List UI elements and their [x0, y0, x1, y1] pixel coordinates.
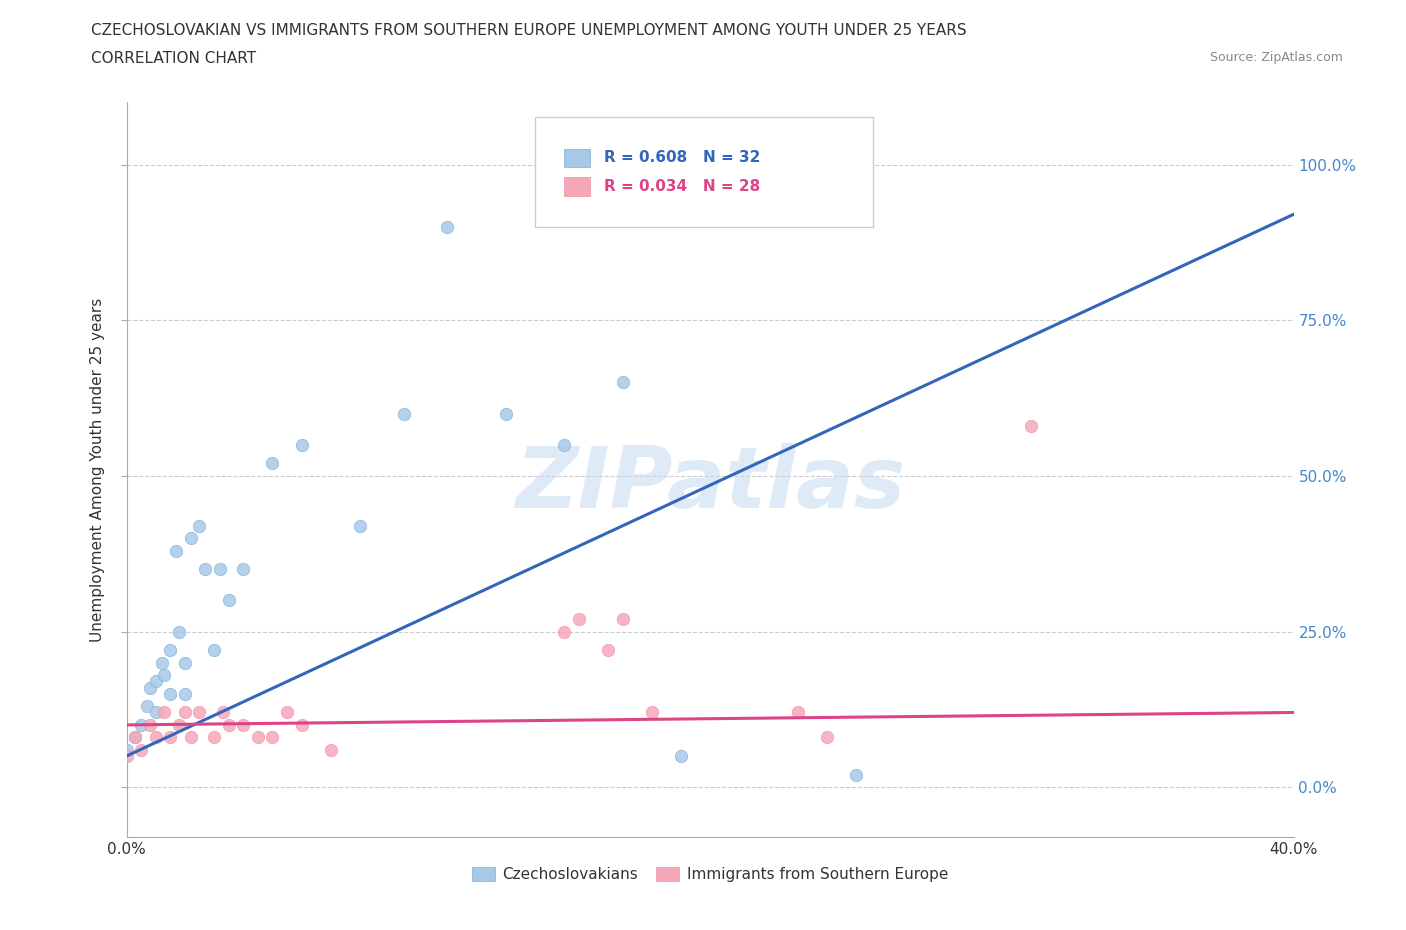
- Point: [115, 749, 138, 764]
- Point: [436, 219, 458, 234]
- Point: [174, 656, 197, 671]
- Point: [232, 562, 254, 577]
- Bar: [564, 178, 591, 195]
- Point: [568, 612, 591, 627]
- Point: [153, 705, 176, 720]
- Point: [815, 730, 838, 745]
- Point: [145, 674, 167, 689]
- Point: [167, 717, 190, 732]
- Point: [129, 717, 152, 732]
- Legend: Czechoslovakians, Immigrants from Southern Europe: Czechoslovakians, Immigrants from Southe…: [465, 861, 955, 888]
- Text: Source: ZipAtlas.com: Source: ZipAtlas.com: [1209, 51, 1343, 64]
- Point: [159, 643, 181, 658]
- Text: ZIPatlas: ZIPatlas: [515, 443, 905, 525]
- Point: [145, 730, 167, 745]
- Point: [124, 730, 146, 745]
- Bar: [564, 149, 591, 167]
- Point: [136, 698, 159, 713]
- Point: [208, 562, 231, 577]
- Point: [153, 668, 176, 683]
- Point: [553, 437, 575, 452]
- Point: [349, 518, 371, 533]
- Point: [640, 705, 664, 720]
- Point: [596, 643, 619, 658]
- Point: [180, 730, 202, 745]
- Point: [202, 730, 225, 745]
- Point: [495, 406, 517, 421]
- Point: [150, 656, 173, 671]
- Point: [845, 767, 868, 782]
- Point: [218, 717, 240, 732]
- Point: [174, 705, 197, 720]
- Point: [115, 742, 138, 757]
- Text: R = 0.608   N = 32: R = 0.608 N = 32: [603, 151, 761, 166]
- Point: [165, 543, 187, 558]
- Point: [669, 749, 692, 764]
- Point: [145, 705, 167, 720]
- Text: R = 0.034   N = 28: R = 0.034 N = 28: [603, 179, 761, 194]
- Point: [232, 717, 254, 732]
- Text: CZECHOSLOVAKIAN VS IMMIGRANTS FROM SOUTHERN EUROPE UNEMPLOYMENT AMONG YOUTH UNDE: CZECHOSLOVAKIAN VS IMMIGRANTS FROM SOUTH…: [91, 23, 967, 38]
- Point: [129, 742, 152, 757]
- Point: [262, 456, 284, 471]
- Point: [180, 531, 202, 546]
- Point: [262, 730, 284, 745]
- Point: [290, 437, 312, 452]
- Point: [553, 624, 575, 639]
- Point: [246, 730, 269, 745]
- Point: [139, 680, 162, 695]
- Point: [124, 730, 146, 745]
- Point: [174, 686, 197, 701]
- Text: CORRELATION CHART: CORRELATION CHART: [91, 51, 256, 66]
- Point: [319, 742, 342, 757]
- Point: [202, 643, 225, 658]
- FancyBboxPatch shape: [534, 117, 873, 227]
- Point: [1019, 418, 1042, 433]
- Point: [159, 730, 181, 745]
- Point: [612, 375, 634, 390]
- Point: [211, 705, 233, 720]
- Y-axis label: Unemployment Among Youth under 25 years: Unemployment Among Youth under 25 years: [90, 298, 105, 642]
- Point: [218, 593, 240, 608]
- Point: [612, 612, 634, 627]
- Point: [167, 624, 190, 639]
- Point: [276, 705, 298, 720]
- Point: [188, 518, 211, 533]
- Point: [159, 686, 181, 701]
- Point: [392, 406, 415, 421]
- Point: [786, 705, 808, 720]
- Point: [194, 562, 217, 577]
- Point: [290, 717, 312, 732]
- Point: [188, 705, 211, 720]
- Point: [139, 717, 162, 732]
